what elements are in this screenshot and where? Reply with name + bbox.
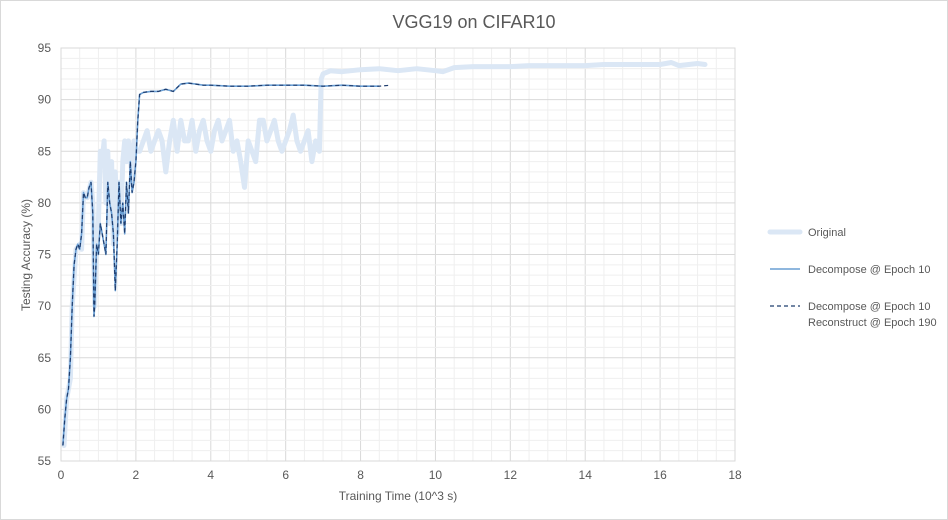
axis-ticks: 0 2 4 6 8 10 12 14 16 18 55 60 65 70 75 80 85 90 95	[38, 41, 742, 482]
x-tick-label: 12	[504, 468, 518, 482]
legend: Original Decompose @ Epoch 10 Decompose @ …	[767, 227, 937, 329]
legend-label-2: Decompose @ Epoch 10	[808, 264, 930, 276]
legend-label-1: Original	[808, 227, 846, 239]
series-layer	[61, 60, 708, 448]
x-axis-label: Training Time (10^3 s)	[339, 489, 458, 503]
y-tick-label: 70	[38, 299, 52, 313]
x-tick-label: 16	[653, 468, 667, 482]
y-tick-label: 95	[38, 41, 52, 55]
grid	[60, 47, 736, 462]
y-tick-label: 90	[38, 93, 52, 107]
x-tick-label: 14	[579, 468, 593, 482]
x-tick-label: 0	[58, 468, 65, 482]
chart-title: VGG19 on CIFAR10	[392, 12, 555, 32]
y-tick-label: 85	[38, 144, 52, 158]
y-axis-label: Testing Accuracy (%)	[19, 199, 33, 311]
x-tick-label: 8	[357, 468, 364, 482]
y-tick-label: 55	[38, 454, 52, 468]
series-line-1	[61, 60, 708, 448]
x-tick-label: 2	[133, 468, 140, 482]
x-tick-label: 6	[282, 468, 289, 482]
series-line-3	[62, 82, 391, 446]
y-tick-label: 65	[38, 351, 52, 365]
x-tick-label: 10	[429, 468, 443, 482]
y-tick-label: 60	[38, 402, 52, 416]
y-tick-label: 75	[38, 248, 52, 262]
plot-area	[60, 47, 736, 462]
legend-label-3: Reconstruct @ Epoch 190	[808, 317, 937, 329]
x-tick-label: 4	[207, 468, 214, 482]
x-tick-label: 18	[728, 468, 742, 482]
y-tick-label: 80	[38, 196, 52, 210]
legend-label-3: Decompose @ Epoch 10	[808, 301, 930, 313]
